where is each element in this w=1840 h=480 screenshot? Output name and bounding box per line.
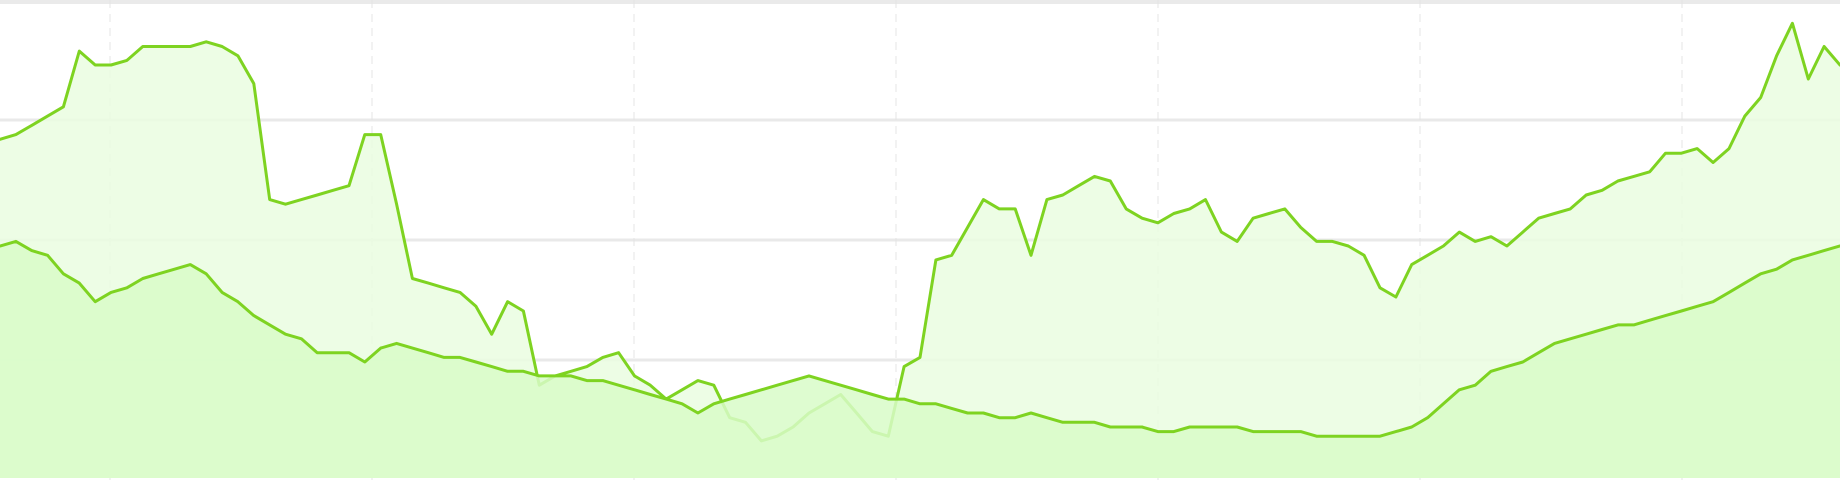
- series-2-line: [0, 239, 1840, 438]
- series-2-area: [0, 241, 1840, 478]
- series-layer: [0, 21, 1840, 479]
- series-1-line: [0, 21, 1840, 443]
